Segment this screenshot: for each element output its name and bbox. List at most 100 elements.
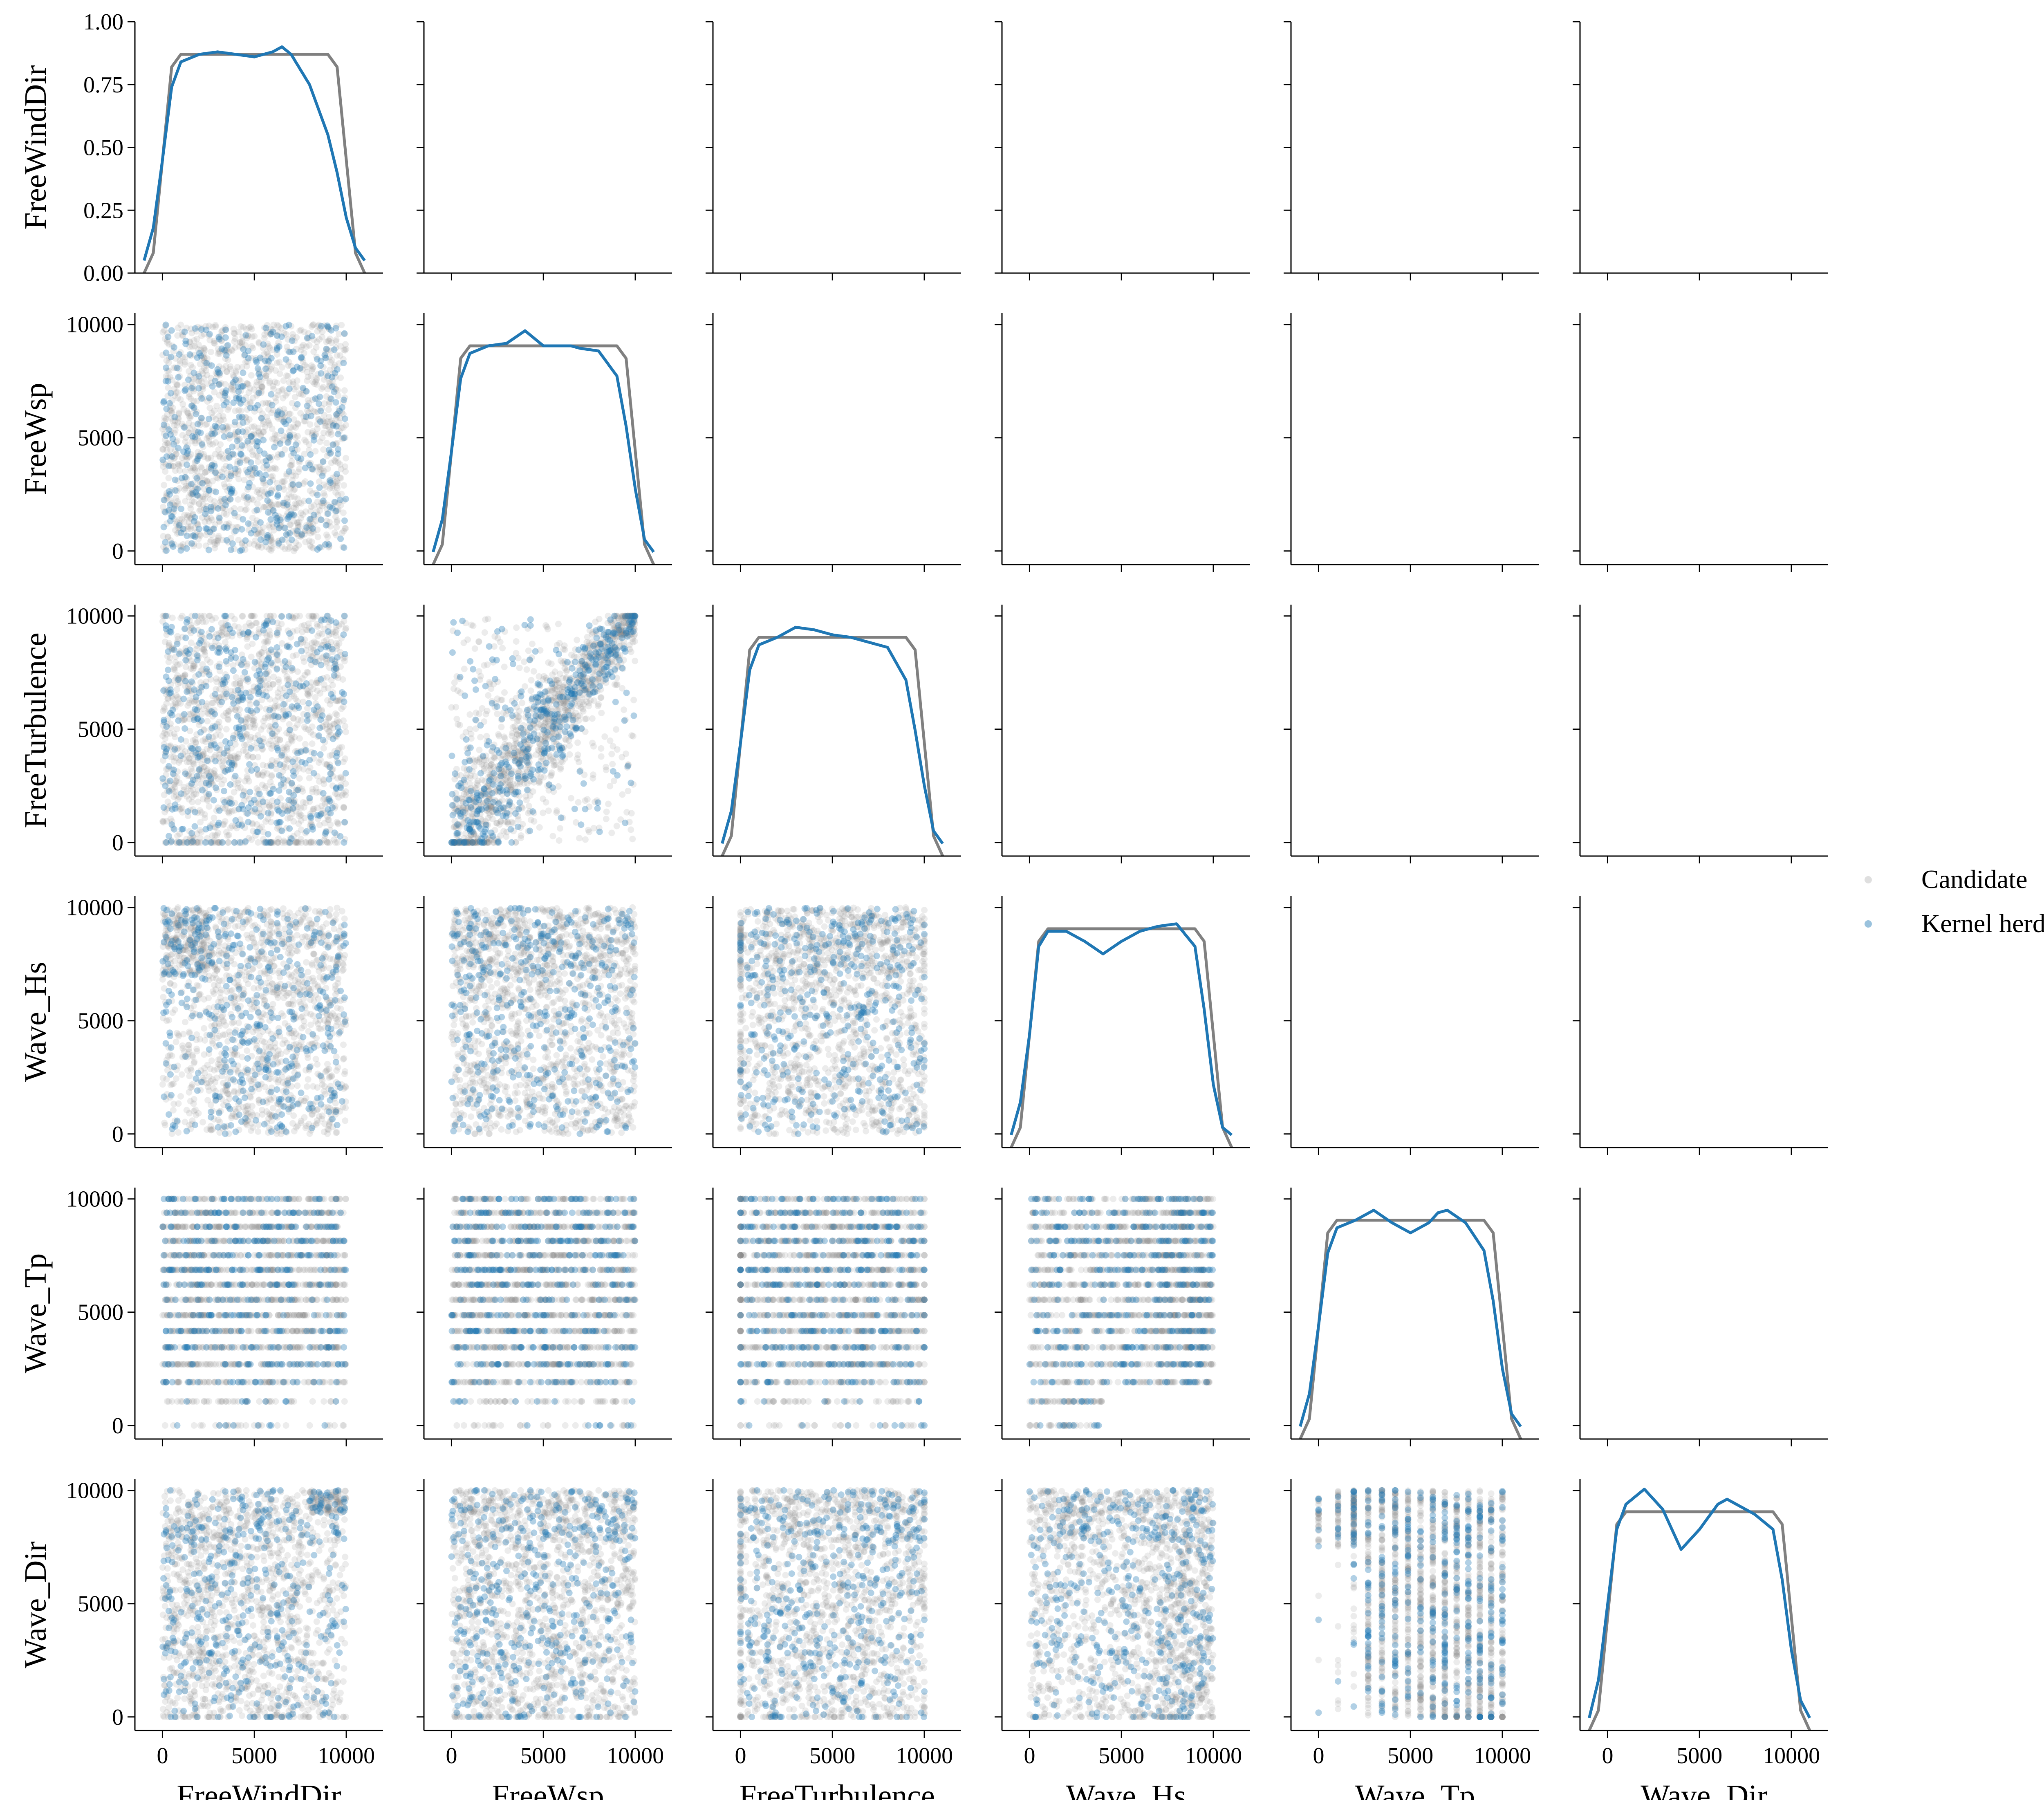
candidate-point: [182, 359, 188, 365]
candidate-point: [268, 547, 274, 554]
candidate-point: [249, 754, 256, 760]
candidate-point: [276, 359, 282, 365]
kernel-herding-point: [314, 356, 320, 363]
candidate-point: [298, 327, 305, 333]
kernel-herding-point: [307, 451, 314, 458]
kernel-herding-point: [331, 346, 338, 353]
kernel-herding-point: [289, 536, 295, 543]
candidate-point: [329, 357, 335, 364]
kernel-herding-point: [289, 481, 296, 488]
kernel-herding-point: [332, 370, 338, 377]
y-axis-label: FreeWsp: [18, 383, 53, 495]
candidate-point: [160, 329, 166, 336]
kernel-herding-point: [252, 465, 258, 471]
kernel-herding-point: [220, 424, 226, 430]
candidate-point: [212, 323, 219, 330]
kernel-herding-point: [171, 344, 177, 351]
y-tick-label: 0.50: [83, 135, 123, 161]
candidate-point: [280, 478, 287, 485]
kernel-herding-point: [239, 442, 245, 449]
kernel-herding-point: [271, 444, 278, 451]
kernel-herding-point: [219, 473, 226, 480]
kernel-herding-point: [311, 512, 317, 518]
kernel-herding-point: [194, 492, 201, 499]
candidate-point: [215, 446, 222, 453]
kernel-herding-point: [159, 457, 166, 463]
kernel-herding-point: [322, 541, 329, 548]
kernel-herding-point: [244, 438, 251, 445]
candidate-point: [323, 531, 330, 538]
kernel-herding-point: [274, 332, 280, 339]
candidate-point: [224, 368, 230, 375]
kernel-herding-point: [196, 350, 203, 356]
candidate-point: [176, 463, 182, 469]
candidate-point: [163, 416, 170, 422]
kernel-herding-point: [258, 536, 264, 543]
candidate-point: [334, 352, 341, 359]
kernel-herding-point: [183, 444, 190, 451]
kernel-herding-point: [323, 346, 329, 352]
kernel-herding-point: [300, 385, 306, 391]
kernel-herding-point: [309, 525, 316, 532]
kernel-herding-point: [333, 399, 339, 406]
kernel-herding-point: [179, 475, 185, 481]
kernel-herding-point: [298, 455, 304, 462]
kernel-herding-point: [248, 460, 254, 466]
kernel-herding-point: [253, 357, 259, 364]
candidate-point: [294, 384, 300, 390]
kernel-herding-point: [196, 453, 203, 459]
kernel-herding-point: [184, 545, 190, 552]
kernel-herding-point: [228, 473, 234, 479]
kernel-herding-point: [318, 323, 325, 330]
kernel-herding-point: [174, 365, 181, 371]
y-tick-label: 0.25: [83, 198, 123, 223]
candidate-point: [179, 516, 185, 522]
candidate-point: [332, 489, 339, 496]
kde-line-kernel-herding: [433, 331, 654, 552]
kernel-herding-point: [278, 428, 285, 434]
kernel-herding-point: [318, 516, 324, 523]
kernel-herding-point: [311, 437, 317, 444]
kernel-herding-point: [318, 370, 324, 377]
kernel-herding-point: [168, 390, 174, 397]
candidate-point: [211, 815, 217, 821]
kernel-herding-point: [211, 526, 217, 532]
kernel-herding-point: [274, 493, 281, 500]
kernel-herding-point: [260, 437, 267, 444]
candidate-point: [200, 345, 207, 352]
kernel-herding-point: [290, 450, 297, 457]
candidate-point: [189, 343, 196, 350]
candidate-point: [248, 372, 255, 379]
kernel-herding-point: [264, 498, 271, 504]
candidate-point: [251, 333, 258, 339]
candidate-point: [174, 389, 181, 396]
kernel-herding-point: [232, 419, 238, 425]
panel-freewsp-vs-wave-dir: [1573, 313, 1828, 572]
kernel-herding-point: [230, 451, 236, 457]
kernel-herding-point: [327, 450, 334, 457]
kernel-herding-point: [167, 518, 174, 524]
candidate-point: [189, 364, 196, 371]
candidate-point: [318, 386, 325, 392]
kernel-herding-point: [284, 501, 291, 508]
kernel-herding-point: [283, 356, 289, 363]
kernel-herding-point: [184, 462, 190, 468]
candidate-point: [282, 546, 288, 552]
kernel-herding-point: [192, 533, 198, 540]
kernel-herding-point: [185, 377, 192, 383]
kernel-herding-point: [307, 480, 314, 487]
candidate-point: [197, 532, 204, 539]
kernel-herding-point: [216, 370, 223, 377]
kernel-herding-point: [329, 383, 336, 390]
candidate-point: [285, 373, 291, 379]
kernel-herding-point: [268, 391, 274, 398]
kernel-herding-point: [316, 484, 323, 491]
candidate-point: [232, 335, 238, 342]
kernel-herding-point: [178, 506, 184, 512]
kernel-herding-point: [337, 497, 343, 503]
candidate-point: [287, 410, 294, 417]
kernel-herding-point: [260, 341, 267, 348]
kernel-herding-point: [163, 322, 169, 328]
kernel-herding-point: [341, 397, 347, 403]
candidate-point: [166, 475, 172, 481]
